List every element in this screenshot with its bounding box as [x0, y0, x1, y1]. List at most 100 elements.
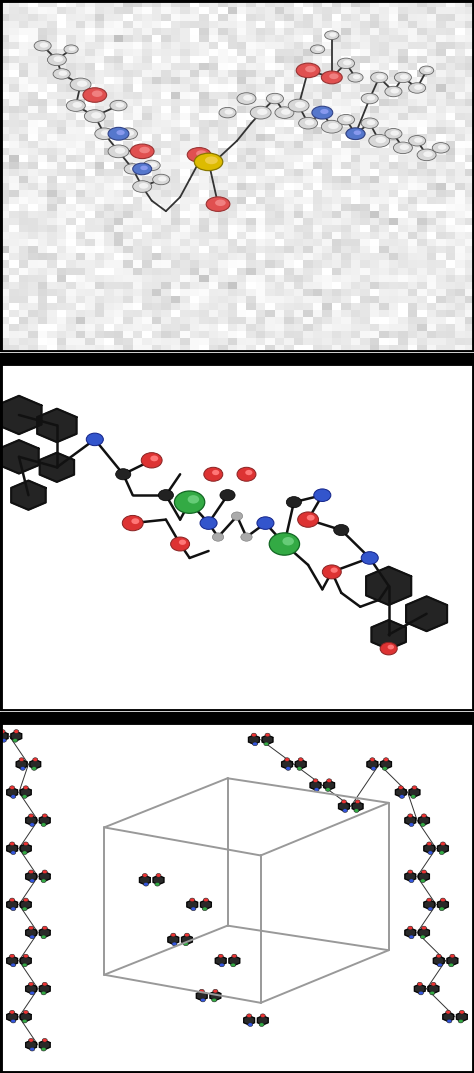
Ellipse shape — [376, 74, 385, 79]
Ellipse shape — [86, 90, 103, 100]
Circle shape — [427, 898, 432, 901]
Ellipse shape — [140, 165, 148, 171]
Circle shape — [383, 758, 389, 762]
Polygon shape — [372, 620, 406, 649]
Ellipse shape — [394, 72, 411, 83]
Ellipse shape — [158, 176, 167, 181]
Circle shape — [23, 1011, 28, 1014]
Circle shape — [421, 870, 427, 873]
Ellipse shape — [391, 131, 399, 135]
Circle shape — [11, 907, 16, 911]
Ellipse shape — [352, 130, 362, 136]
Circle shape — [9, 842, 15, 846]
Ellipse shape — [414, 137, 423, 143]
Circle shape — [11, 795, 16, 798]
Circle shape — [23, 898, 28, 901]
Circle shape — [459, 1011, 465, 1014]
Circle shape — [23, 785, 28, 790]
Ellipse shape — [59, 71, 67, 76]
Polygon shape — [40, 453, 74, 482]
Ellipse shape — [92, 92, 100, 97]
Polygon shape — [248, 735, 259, 745]
Ellipse shape — [371, 72, 388, 83]
Polygon shape — [395, 788, 406, 797]
Circle shape — [11, 851, 16, 854]
Circle shape — [30, 935, 35, 939]
Circle shape — [30, 879, 35, 883]
Circle shape — [9, 1011, 15, 1014]
Ellipse shape — [325, 31, 339, 40]
Polygon shape — [295, 760, 306, 769]
Ellipse shape — [116, 102, 124, 107]
Ellipse shape — [110, 101, 127, 111]
Circle shape — [41, 823, 46, 826]
Circle shape — [370, 758, 375, 762]
Ellipse shape — [115, 147, 125, 153]
Circle shape — [150, 455, 158, 461]
Ellipse shape — [346, 128, 365, 139]
Circle shape — [436, 954, 441, 958]
Polygon shape — [196, 991, 207, 1000]
Polygon shape — [409, 788, 420, 797]
Polygon shape — [433, 956, 444, 966]
Polygon shape — [406, 597, 447, 631]
Circle shape — [42, 982, 47, 986]
Ellipse shape — [400, 74, 409, 79]
Circle shape — [458, 1019, 463, 1023]
Ellipse shape — [206, 196, 230, 211]
Ellipse shape — [419, 67, 434, 75]
Polygon shape — [424, 900, 435, 909]
Polygon shape — [30, 760, 41, 769]
Circle shape — [408, 926, 413, 930]
Polygon shape — [447, 956, 458, 966]
Circle shape — [334, 525, 349, 535]
Circle shape — [28, 814, 34, 818]
Polygon shape — [367, 760, 378, 769]
Polygon shape — [182, 935, 192, 944]
Circle shape — [32, 766, 36, 770]
Ellipse shape — [305, 119, 314, 126]
Circle shape — [371, 766, 376, 770]
Polygon shape — [0, 732, 8, 740]
Ellipse shape — [299, 117, 318, 129]
Ellipse shape — [64, 45, 78, 54]
Circle shape — [212, 470, 219, 475]
Circle shape — [86, 433, 103, 445]
Polygon shape — [257, 1016, 268, 1025]
Circle shape — [213, 989, 218, 993]
Circle shape — [298, 758, 303, 762]
Circle shape — [28, 1039, 34, 1042]
Ellipse shape — [310, 45, 325, 54]
Circle shape — [171, 934, 176, 937]
Polygon shape — [381, 760, 392, 769]
Circle shape — [131, 518, 139, 524]
Circle shape — [174, 491, 205, 513]
Circle shape — [257, 517, 274, 529]
Polygon shape — [310, 781, 321, 790]
Circle shape — [11, 1019, 16, 1023]
Ellipse shape — [361, 93, 378, 104]
Ellipse shape — [225, 109, 233, 115]
Ellipse shape — [361, 118, 378, 129]
Circle shape — [326, 788, 330, 792]
Polygon shape — [7, 788, 18, 797]
Polygon shape — [414, 984, 425, 994]
Circle shape — [203, 898, 209, 901]
Polygon shape — [37, 409, 77, 442]
Circle shape — [158, 489, 173, 501]
Ellipse shape — [196, 150, 207, 157]
Circle shape — [431, 982, 436, 986]
Ellipse shape — [353, 74, 360, 79]
Polygon shape — [26, 984, 36, 994]
Ellipse shape — [369, 134, 390, 147]
Circle shape — [231, 964, 236, 967]
Polygon shape — [405, 928, 416, 938]
Ellipse shape — [95, 128, 114, 139]
Ellipse shape — [215, 200, 226, 206]
Polygon shape — [366, 567, 411, 605]
Ellipse shape — [417, 149, 436, 161]
Circle shape — [427, 842, 432, 846]
Circle shape — [23, 954, 28, 958]
Circle shape — [22, 795, 27, 798]
Ellipse shape — [301, 65, 316, 75]
